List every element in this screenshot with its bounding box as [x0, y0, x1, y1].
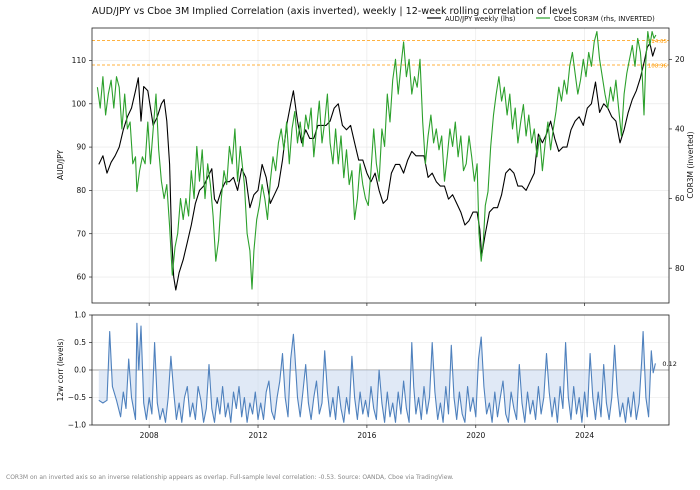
- top-y-tick-label: 110: [72, 56, 87, 65]
- series-line-cor3m: [96, 30, 657, 290]
- corr-end-label: 0.12: [662, 360, 676, 368]
- top-y-axis-label: AUD/JPY: [56, 150, 65, 180]
- chart-caption: COR3M on an inverted axis so an inverse …: [6, 474, 454, 481]
- top-y2-tick-label: 60: [675, 194, 685, 203]
- top-y-tick-label: 100: [72, 99, 87, 108]
- corr-line: [98, 322, 656, 423]
- legend-label-cor3m: Cboe COR3M (rhs, INVERTED): [554, 15, 655, 23]
- legend-label-audjpy: AUD/JPY weekly (lhs): [445, 15, 516, 23]
- x-tick-label: 2020: [466, 431, 485, 440]
- top-y-tick-label: 60: [76, 273, 86, 282]
- x-tick-label: 2016: [357, 431, 376, 440]
- bottom-y-tick-label: 0.5: [74, 338, 86, 347]
- bottom-y-tick-label: 0.0: [74, 366, 86, 375]
- x-tick-label: 2012: [248, 431, 267, 440]
- bottom-y-tick-label: −0.5: [68, 393, 86, 402]
- top-panel-grid: [92, 28, 669, 303]
- bottom-y-axis-label: 12w corr (levels): [56, 339, 65, 402]
- bottom-panel-lines: 0.12: [98, 322, 677, 423]
- reference-line-label: 114.65: [648, 39, 668, 45]
- series-line-audjpy: [98, 42, 656, 291]
- bottom-y-tick-label: 1.0: [74, 311, 86, 320]
- legend: AUD/JPY weekly (lhs) Cboe COR3M (rhs, IN…: [427, 15, 655, 23]
- top-y-tick-label: 80: [76, 186, 86, 195]
- top-y-tick-label: 70: [76, 229, 86, 238]
- reference-line-label: 108.96: [648, 63, 668, 69]
- top-y2-tick-label: 80: [675, 264, 685, 273]
- bottom-y-tick-label: −1.0: [68, 421, 86, 430]
- top-y2-axis-label: COR3M (inverted): [686, 131, 695, 198]
- x-tick-label: 2024: [575, 431, 594, 440]
- top-panel-lines: 114.65 108.96: [92, 30, 669, 291]
- top-y2-tick-label: 20: [675, 55, 685, 64]
- bottom-panel-ticks: 2008 2012 2016 2020 2024 1.0 0.5 0.0 −0.5 −1.0: [68, 311, 595, 440]
- corr-area-fill: [98, 323, 656, 423]
- chart-title: AUD/JPY vs Cboe 3M Implied Correlation (…: [92, 6, 577, 17]
- top-panel-frame: [91, 27, 670, 304]
- top-panel-ticks: 60 70 80 90 100 110 20 40 60 80: [72, 55, 685, 306]
- top-y2-tick-label: 40: [675, 125, 685, 134]
- x-tick-label: 2008: [140, 431, 159, 440]
- top-y-tick-label: 90: [76, 143, 86, 152]
